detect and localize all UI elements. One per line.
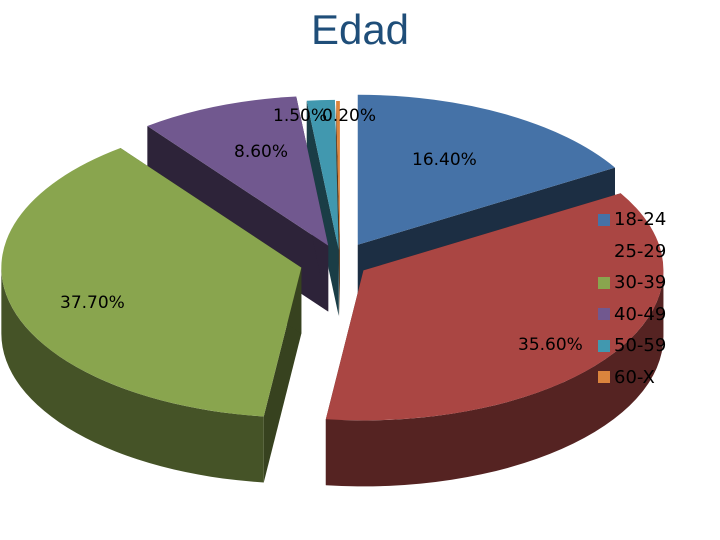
pie-slice-30-39	[1, 148, 302, 483]
data-label-30-39: 37.70%	[60, 293, 125, 313]
legend-swatch	[598, 308, 610, 321]
legend-item-40-49: 40-49	[598, 299, 666, 331]
pie-slice-50-59	[306, 99, 339, 316]
chart-title: Edad	[310, 6, 410, 53]
legend-swatch	[598, 213, 610, 226]
legend-label: 50-59	[614, 335, 667, 357]
legend-label: 18-24	[614, 209, 667, 231]
legend-swatch	[598, 339, 610, 352]
legend-swatch	[598, 276, 610, 289]
legend-label: 30-39	[614, 272, 667, 294]
data-label-25-29: 35.60%	[518, 335, 583, 355]
data-label-60-X: 0.20%	[322, 106, 376, 126]
legend-swatch	[598, 245, 610, 258]
data-label-40-49: 8.60%	[234, 142, 288, 162]
legend-label: 25-29	[614, 240, 667, 262]
legend-item-50-59: 50-59	[598, 330, 666, 362]
legend-label: 60-X	[614, 366, 655, 388]
data-label-50-59: 1.50%	[273, 106, 327, 126]
pie-slice-25-29	[325, 193, 664, 487]
legend-swatch	[598, 371, 610, 384]
legend-item-30-39: 30-39	[598, 267, 666, 299]
data-label-18-24: 16.40%	[412, 150, 477, 170]
legend-label: 40-49	[614, 303, 667, 325]
pie-slice-60-X	[336, 101, 340, 318]
legend-item-18-24: 18-24	[598, 204, 666, 236]
chart-legend: 18-24 25-29 30-39 40-49 50-59 60-X	[598, 204, 666, 393]
legend-item-60-X: 60-X	[598, 362, 666, 394]
legend-item-25-29: 25-29	[598, 236, 666, 268]
